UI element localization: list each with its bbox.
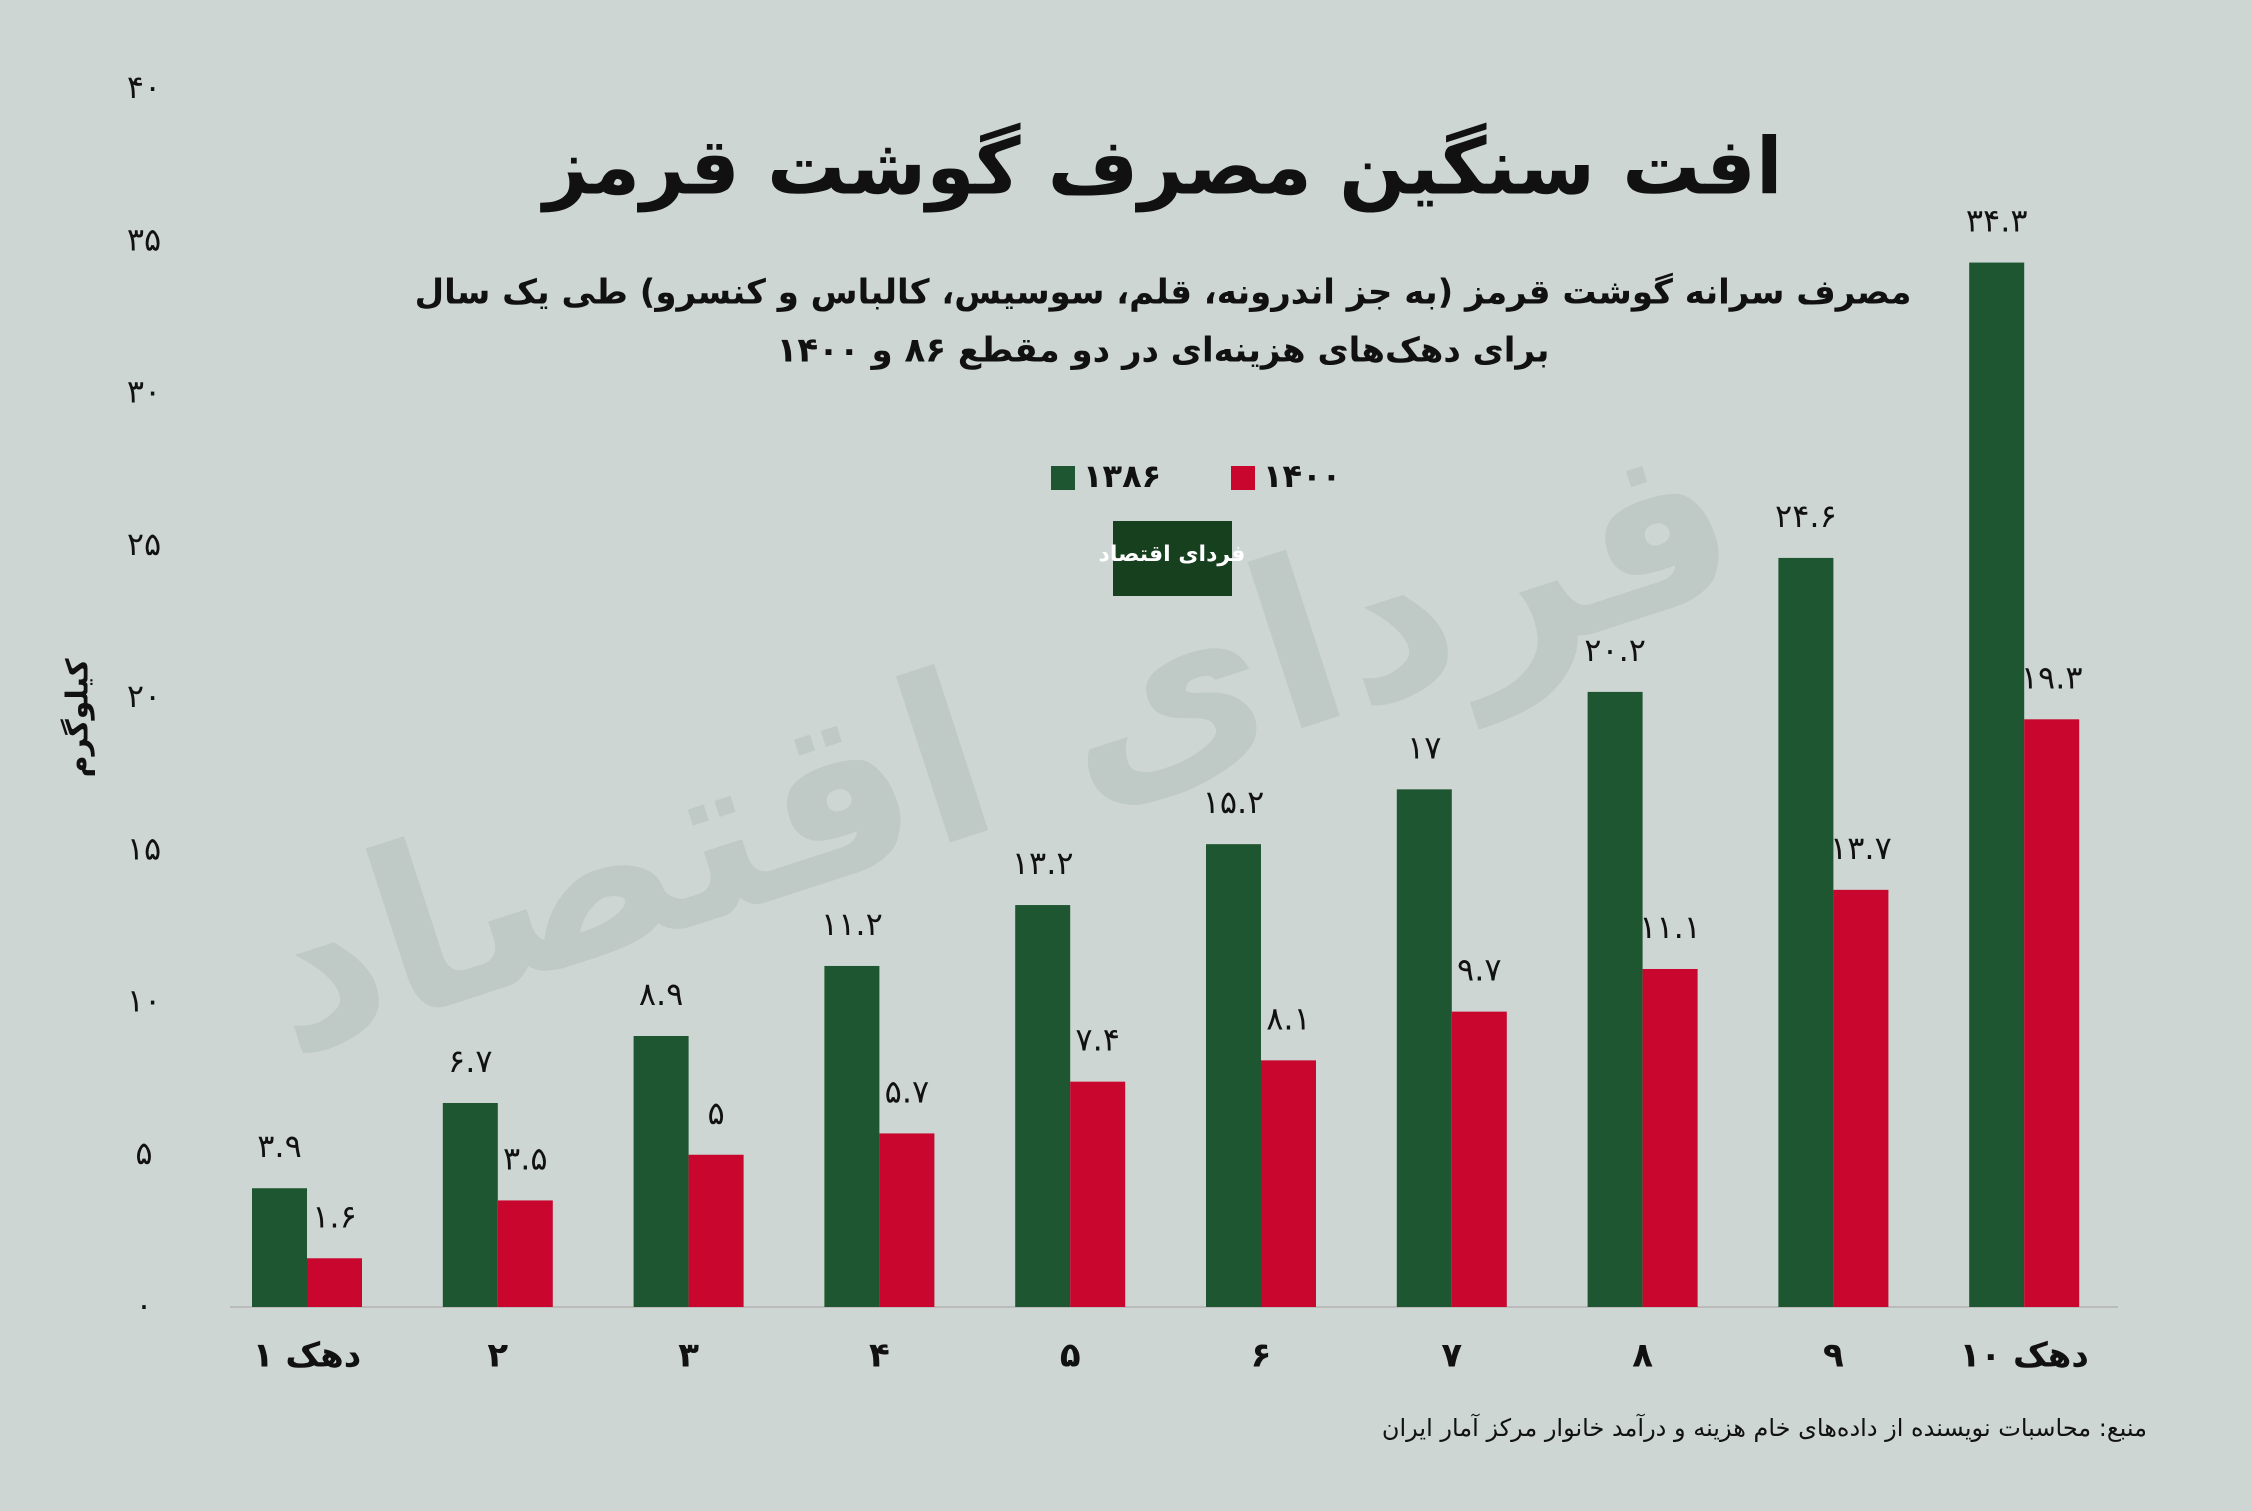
x-tick-label: ۸ (1632, 1336, 1653, 1376)
source: منبع: محاسبات نویسنده از داده‌های خام هز… (1382, 1413, 2147, 1442)
x-tick-label: دهک ۱۰ (1960, 1336, 2089, 1376)
x-tick-label: ۹ (1823, 1336, 1844, 1376)
value-label: ۳.۵ (503, 1139, 548, 1177)
value-label: ۲۰.۲ (1584, 631, 1646, 669)
x-tick-label: ۵ (1060, 1336, 1081, 1376)
legend-swatch (1051, 466, 1075, 490)
bar (1833, 889, 1889, 1307)
value-label: ۱۹.۳ (2021, 658, 2083, 696)
bar (1261, 1060, 1316, 1307)
bar (1778, 557, 1834, 1307)
bar (824, 965, 880, 1307)
value-label: ۱۳.۷ (1830, 829, 1892, 867)
value-label: ۱۷ (1407, 728, 1441, 766)
bar (879, 1133, 935, 1307)
value-label: ۳۴.۳ (1966, 202, 2028, 240)
value-label: ۵.۷ (885, 1072, 930, 1110)
value-label: ۵ (708, 1094, 725, 1132)
logo-text: فردای اقتصاد (1099, 542, 1246, 567)
y-tick-label: ۲۵ (127, 525, 161, 563)
x-tick-label: ۲ (487, 1336, 508, 1376)
y-tick-label: ۵ (135, 1134, 152, 1172)
bar (1587, 691, 1643, 1307)
chart-title: افت سنگین مصرف گوشت قرمز (539, 122, 1782, 212)
bar (1396, 789, 1452, 1307)
logo (1113, 521, 1232, 596)
value-label: ۳.۹ (257, 1127, 302, 1165)
x-tick-label: ۷ (1441, 1336, 1462, 1376)
subtitle: مصرف سرانه گوشت قرمز (به جز اندرونه، قلم… (415, 273, 1912, 313)
bar (252, 1188, 307, 1307)
subtitle: برای دهک‌های هزینه‌ای در دو مقطع ۸۶ و ۱۴… (777, 331, 1550, 371)
legend-label: ۱۴۰۰ (1263, 457, 1341, 495)
bar (1451, 1011, 1507, 1307)
value-label: ۸.۱ (1266, 999, 1311, 1037)
x-tick-label: ۴ (869, 1336, 890, 1376)
x-tick-label: ۳ (678, 1336, 699, 1376)
value-label: ۲۴.۶ (1775, 497, 1837, 535)
bar (497, 1200, 553, 1307)
y-tick-label: ۲۰ (127, 677, 161, 715)
bar (1070, 1081, 1126, 1307)
value-label: ۸.۹ (639, 975, 684, 1013)
bar (1206, 844, 1261, 1307)
y-tick-label: ۱۰ (127, 982, 161, 1020)
value-label: ۱.۶ (312, 1197, 357, 1235)
x-tick-label: دهک ۱ (253, 1336, 361, 1376)
value-label: ۱۵.۲ (1203, 783, 1265, 821)
y-tick-label: ۳۵ (127, 220, 161, 258)
bar (633, 1035, 689, 1307)
bar (307, 1258, 362, 1307)
y-tick-label: ۰ (135, 1286, 152, 1324)
value-label: ۷.۴ (1075, 1021, 1120, 1059)
y-tick-label: ۴۰ (127, 68, 161, 106)
value-label: ۱۱.۲ (821, 905, 883, 943)
bar (1015, 905, 1071, 1307)
y-tick-label: ۱۵ (127, 829, 161, 867)
value-label: ۱۱.۱ (1639, 908, 1701, 946)
bar (2024, 719, 2080, 1307)
bar (688, 1154, 744, 1307)
bar (1969, 262, 2025, 1308)
value-label: ۶.۷ (448, 1042, 493, 1080)
x-tick-label: ۶ (1251, 1336, 1272, 1376)
legend-label: ۱۳۸۶ (1083, 457, 1161, 495)
bar (442, 1102, 498, 1307)
legend-swatch (1231, 466, 1255, 490)
y-axis-label: کیلوگرم (60, 658, 96, 777)
bar (1642, 969, 1698, 1307)
y-tick-label: ۳۰ (127, 373, 161, 411)
value-label: ۱۳.۲ (1012, 844, 1074, 882)
value-label: ۹.۷ (1457, 951, 1502, 989)
